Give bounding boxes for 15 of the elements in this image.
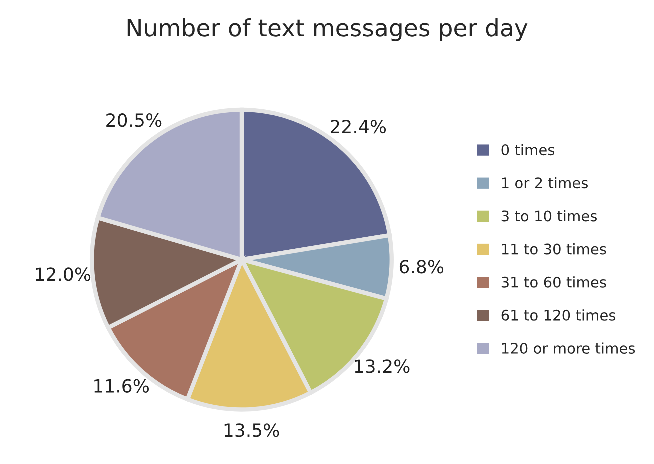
legend-label: 31 to 60 times (502, 276, 606, 288)
data-label: 12.0% (36, 268, 91, 282)
data-label: 11.6% (94, 379, 150, 393)
data-label: 20.5% (106, 114, 162, 128)
legend-label: 3 to 10 times (502, 210, 598, 222)
legend-label: 0 times (502, 144, 555, 156)
chart-title: Number of text messages per day (128, 18, 528, 42)
data-label: 6.8% (400, 260, 444, 274)
data-label: 22.4% (331, 120, 386, 134)
data-label: 13.5% (224, 424, 280, 438)
legend-label: 120 or more times (502, 342, 636, 354)
legend-label: 1 or 2 times (502, 177, 588, 189)
legend-label: 61 to 120 times (502, 310, 616, 321)
legend-label: 11 to 30 times (502, 244, 606, 255)
data-label: 13.2% (355, 360, 410, 374)
